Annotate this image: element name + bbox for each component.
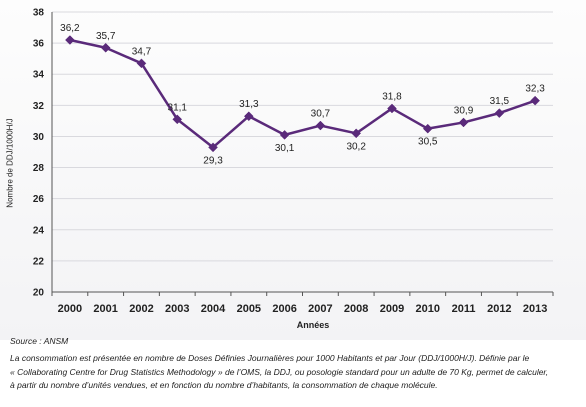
data-label: 30,2 xyxy=(346,141,366,152)
y-tick-label: 38 xyxy=(33,8,45,19)
data-label: 35,7 xyxy=(96,31,116,42)
x-tick-label: 2004 xyxy=(201,303,226,315)
y-tick-label: 20 xyxy=(33,288,45,299)
data-point-marker xyxy=(351,128,362,139)
data-label: 31,8 xyxy=(382,91,402,102)
data-label: 36,2 xyxy=(60,23,80,34)
data-point-marker xyxy=(243,111,254,122)
y-axis-title-text: Nombre de DDJ/1000H/J xyxy=(5,118,15,208)
x-tick-label: 2001 xyxy=(93,303,117,315)
data-point-marker xyxy=(279,130,290,140)
x-tick-label: 2003 xyxy=(165,303,189,315)
data-label: 32,3 xyxy=(525,84,545,95)
y-tick-label: 32 xyxy=(33,101,45,112)
note-line: La consommation est présentée en nombre … xyxy=(10,353,530,363)
series-line xyxy=(69,38,536,149)
x-tick-label: 2002 xyxy=(129,303,153,315)
data-point-marker xyxy=(208,142,218,153)
data-point-marker xyxy=(136,58,147,69)
data-point-marker xyxy=(172,114,183,125)
data-point-marker xyxy=(458,117,469,128)
x-tick-label: 2010 xyxy=(416,303,440,315)
x-tick-label: 2008 xyxy=(344,303,368,315)
y-tick-label: 34 xyxy=(33,70,45,81)
x-tick-label: 2006 xyxy=(272,303,296,315)
x-tick-label: 2011 xyxy=(452,303,476,315)
data-label: 30,7 xyxy=(311,109,331,120)
data-label: 34,7 xyxy=(132,46,152,57)
chart-panel xyxy=(0,0,586,340)
data-point-marker xyxy=(100,42,111,53)
data-point-marker xyxy=(494,108,505,118)
x-tick-label: 2007 xyxy=(308,303,332,315)
data-point-marker xyxy=(65,35,75,45)
x-tick-label: 2013 xyxy=(523,303,547,315)
x-axis-title: Années xyxy=(296,320,330,330)
data-point-marker xyxy=(422,123,433,134)
y-tick-label: 24 xyxy=(33,225,45,236)
data-label: 30,9 xyxy=(454,105,474,116)
methodology-note: La consommation est présentée en nombre … xyxy=(10,352,582,393)
y-tick-label: 28 xyxy=(33,163,45,174)
data-label: 31,5 xyxy=(490,96,510,107)
data-point-marker xyxy=(387,103,397,114)
y-tick-label: 26 xyxy=(33,194,45,205)
note-line: « Collaborating Centre for Drug Statisti… xyxy=(10,366,549,377)
source-text: Source : ANSM xyxy=(10,336,69,346)
x-tick-label: 2009 xyxy=(380,303,404,315)
y-tick-label: 22 xyxy=(33,256,45,267)
data-point-marker xyxy=(315,120,326,131)
x-tick-label: 2000 xyxy=(58,303,82,315)
data-point-marker xyxy=(530,95,540,106)
data-label: 30,1 xyxy=(275,143,295,154)
data-label: 30,5 xyxy=(418,137,438,148)
y-tick-label: 36 xyxy=(33,39,45,50)
x-tick-label: 2005 xyxy=(237,303,261,315)
data-label: 29,3 xyxy=(203,155,223,166)
y-tick-label: 30 xyxy=(33,132,45,143)
note-line: à partir du nombre d’unités vendues, et … xyxy=(10,380,438,390)
data-label: 31,1 xyxy=(168,102,188,113)
x-tick-label: 2012 xyxy=(487,303,511,315)
data-label: 31,3 xyxy=(239,99,259,110)
line-chart: 20 22 24 26 28 30 32 34 36 38 2000 2001 2002 2003 2004… xyxy=(33,8,554,315)
